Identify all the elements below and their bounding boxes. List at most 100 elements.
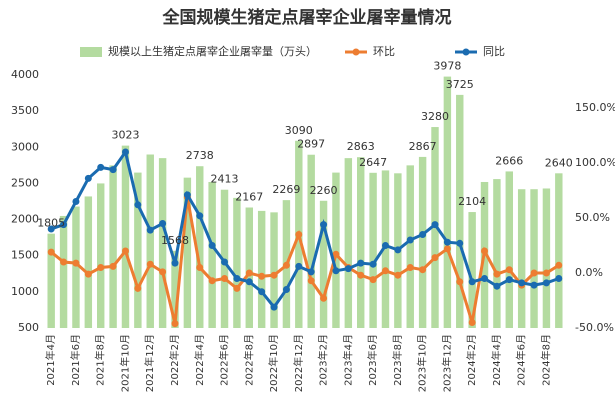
line-marker (320, 221, 328, 229)
line-marker (233, 275, 241, 282)
bar (97, 183, 105, 328)
bar (332, 172, 340, 328)
y2-tick-label: 50.0% (575, 211, 610, 224)
data-label: 2640 (545, 156, 573, 169)
data-label: 2260 (310, 184, 338, 197)
line-marker (282, 261, 290, 269)
data-label: 3978 (433, 60, 461, 73)
legend-swatch (352, 48, 360, 56)
x-tick-label: 2021年8月 (94, 334, 107, 386)
bar (233, 197, 241, 328)
y2-tick-label: 100.0% (575, 156, 615, 169)
line-marker (419, 266, 427, 274)
y2-tick-label: -50.0% (575, 321, 614, 334)
bar (357, 157, 365, 328)
bar (418, 156, 427, 328)
bar (381, 170, 390, 328)
bar (109, 165, 117, 328)
bar (121, 145, 130, 328)
line-marker (134, 201, 142, 209)
line-marker (258, 272, 266, 280)
bar (530, 189, 538, 328)
data-label: 2167 (235, 190, 263, 203)
line-marker (221, 258, 229, 266)
data-label: 2647 (359, 156, 387, 169)
line-marker (443, 238, 451, 246)
data-label: 2269 (272, 183, 300, 196)
line (50, 196, 560, 324)
data-label: 3280 (421, 110, 449, 123)
x-tick-label: 2024年2月 (465, 334, 478, 386)
line-marker (394, 246, 402, 254)
data-label: 2867 (409, 140, 437, 153)
line-marker (221, 275, 229, 282)
x-tick-label: 2022年8月 (242, 334, 255, 386)
bar (146, 154, 154, 328)
bar (270, 212, 278, 328)
x-tick-label: 2022年12月 (292, 334, 305, 392)
x-tick-label: 2022年6月 (218, 334, 231, 386)
line-marker (332, 267, 340, 275)
y-tick-label: 1000 (11, 285, 39, 298)
line-marker (47, 225, 55, 233)
line-marker (84, 174, 92, 182)
line-marker (320, 294, 328, 302)
line-marker (196, 212, 204, 220)
x-tick-label: 2021年12月 (143, 334, 156, 392)
line-marker (97, 163, 105, 171)
line-marker (381, 267, 389, 275)
data-label: 2738 (186, 149, 214, 162)
line-marker (295, 262, 303, 270)
line-marker (344, 265, 352, 273)
line-marker (47, 248, 55, 256)
line-marker (468, 278, 476, 286)
line-marker (295, 231, 303, 238)
bar (171, 250, 179, 328)
y-tick-label: 2500 (11, 176, 39, 189)
line-marker (72, 259, 80, 267)
y-tick-label: 4000 (11, 68, 39, 81)
line-marker (456, 278, 464, 286)
line-marker (406, 264, 414, 271)
line-marker (381, 242, 389, 249)
bar (542, 188, 551, 328)
line-marker (542, 269, 550, 277)
line-marker (505, 276, 513, 284)
data-label: 1805 (37, 217, 65, 230)
line-marker (431, 254, 439, 262)
y-tick-label: 1500 (11, 249, 39, 262)
data-label: 1568 (161, 234, 189, 247)
line-marker (369, 276, 377, 284)
line-marker (493, 282, 501, 290)
bar (319, 200, 328, 328)
line-marker (159, 220, 167, 227)
line-marker (530, 281, 538, 289)
x-tick-label: 2023年12月 (440, 334, 453, 392)
x-tick-label: 2022年10月 (267, 334, 280, 392)
line-marker (84, 270, 92, 278)
x-tick-label: 2021年4月 (44, 334, 57, 386)
line-marker (121, 148, 129, 156)
line-marker (183, 191, 191, 199)
data-label: 2413 (211, 173, 239, 186)
line-marker (72, 198, 80, 205)
bar (84, 196, 93, 328)
line-marker (60, 258, 68, 266)
line-marker (196, 264, 204, 271)
line-marker (159, 268, 167, 276)
bar (443, 76, 452, 328)
line-marker (245, 278, 253, 286)
line-marker (332, 250, 340, 258)
line-marker (208, 242, 216, 249)
x-tick-label: 2022年2月 (168, 334, 181, 386)
line-marker (443, 245, 451, 253)
bar (47, 233, 55, 328)
line-marker (518, 279, 526, 287)
line-marker (468, 319, 476, 326)
line-marker (233, 284, 241, 292)
y-tick-label: 3500 (11, 104, 39, 117)
data-label: 2666 (495, 154, 523, 167)
bar (468, 212, 476, 328)
legend-label: 同比 (483, 45, 505, 58)
